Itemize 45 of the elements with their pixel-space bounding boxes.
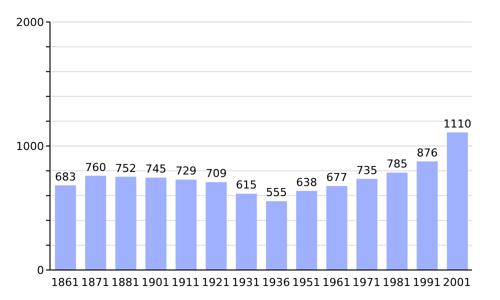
bar [296,190,318,270]
data-label: 785 [386,158,408,171]
data-label: 683 [55,170,76,184]
y-tick-label: 0 [37,264,44,277]
bar [356,178,378,270]
data-label: 752 [115,162,136,175]
x-tick-label: 1871 [81,276,110,289]
x-tick-label: 1971 [352,276,380,289]
x-tick-label: 1991 [412,276,441,289]
bar [266,201,287,270]
data-label: 876 [416,146,438,160]
x-tick-label: 1961 [322,276,350,289]
bar [206,182,227,270]
data-label: 729 [176,164,197,178]
y-tick-label: 1000 [16,140,44,153]
bar [446,132,468,270]
data-label: 555 [266,186,287,200]
bar [386,172,408,270]
data-label: 638 [296,176,318,189]
data-label: 709 [206,167,227,180]
x-tick-label: 1911 [172,276,200,289]
x-tick-label: 1881 [111,276,140,289]
data-label: 615 [236,178,257,192]
bar [416,161,438,270]
bar [326,186,348,270]
x-tick-label: 1936 [262,276,290,289]
bar [145,178,166,270]
bar [236,194,257,270]
bar [55,185,76,270]
data-label: 735 [356,164,378,177]
data-label: 677 [326,171,348,184]
x-tick-label: 1861 [51,276,80,289]
data-label: 1110 [443,117,472,130]
data-label: 760 [85,160,106,174]
x-tick-label: 1981 [382,276,411,289]
y-tick-label: 2000 [16,16,44,29]
x-tick-label: 1901 [142,276,170,289]
data-label: 745 [145,162,166,176]
bar [115,176,136,270]
x-tick-label: 1921 [202,276,230,289]
x-tick-label: 1931 [232,276,260,289]
x-tick-label: 2001 [442,276,471,289]
bar [85,176,106,270]
x-tick-label: 1951 [292,276,320,289]
bar [176,180,197,270]
